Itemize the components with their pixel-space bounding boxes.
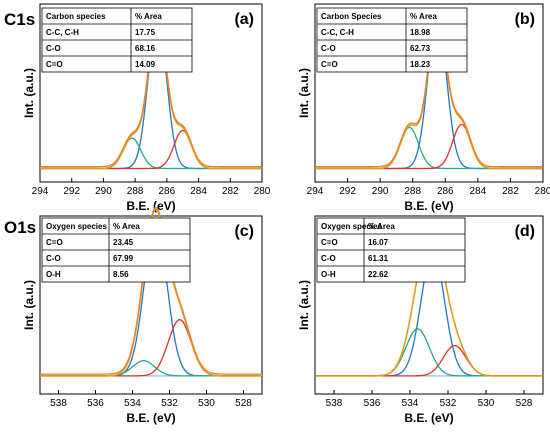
y-axis-label: Int. (a.u.) (22, 68, 36, 118)
table-cell-area: 23.45 (113, 238, 134, 247)
x-tick-label: 538 (326, 398, 343, 409)
x-tick-label: 532 (161, 398, 178, 409)
component-peak-c-o (315, 344, 543, 377)
table-header-species: Carbon Species (321, 12, 382, 21)
y-axis-label: Int. (a.u.) (297, 68, 311, 118)
x-axis-label: B.E. (eV) (404, 411, 453, 425)
x-tick-label: 530 (478, 398, 495, 409)
table-cell-species: C-O (46, 254, 61, 263)
table-cell-area: 14.09 (135, 60, 156, 69)
table-header-area: % Area (410, 12, 437, 21)
table-header-area: % Area (368, 222, 395, 231)
table-cell-species: O-H (46, 270, 61, 279)
table-cell-species: O-H (321, 270, 336, 279)
table-header-area: % Area (113, 222, 140, 231)
x-axis-label: B.E. (eV) (126, 411, 175, 425)
x-tick-label: 534 (124, 398, 141, 409)
table-header-area: % Area (135, 12, 162, 21)
panel-label: (a) (234, 11, 254, 28)
component-peak-c-o (315, 126, 543, 170)
component-peak-o-h (315, 328, 543, 377)
x-tick-label: 282 (222, 186, 239, 197)
x-axis-label: B.E. (eV) (404, 199, 453, 213)
x-tick-label: 294 (32, 186, 49, 197)
x-tick-label: 528 (235, 398, 252, 409)
species-table: Carbon species % Area C-C, C-H 17.75 C-O 68.1… (41, 7, 193, 73)
table-cell-species: C-O (321, 44, 336, 53)
table-cell-species: C=O (321, 60, 338, 69)
panel-label: (b) (515, 11, 535, 28)
component-peak-c-c-c-h (40, 129, 262, 170)
table-cell-area: 16.07 (368, 238, 389, 247)
component-peak-c-o (40, 137, 262, 170)
x-tick-label: 282 (502, 186, 519, 197)
table-cell-species: C-O (321, 254, 336, 263)
x-tick-label: 280 (535, 186, 550, 197)
x-tick-label: 288 (127, 186, 144, 197)
table-cell-area: 68.16 (135, 44, 156, 53)
y-axis-label: Int. (a.u.) (297, 280, 311, 330)
x-tick-label: 292 (339, 186, 356, 197)
table-cell-area: 67.99 (113, 254, 134, 263)
chart-panel-1: 294 292 290 288 286 284 282 280 B.E. (eV) Int. (a… (22, 3, 271, 213)
x-tick-label: 286 (159, 186, 176, 197)
table-cell-area: 17.75 (135, 28, 156, 37)
panel-label: (d) (515, 223, 535, 240)
x-tick-label: 288 (404, 186, 421, 197)
x-tick-label: 284 (190, 186, 207, 197)
table-cell-area: 18.23 (410, 60, 431, 69)
chart-panel-4: 538 536 534 532 530 528 B.E. (eV) Int. (a.u.) (d… (297, 215, 544, 425)
table-cell-species: C-C, C-H (46, 28, 79, 37)
x-tick-label: 534 (402, 398, 419, 409)
species-table: Oxygen species% Area C=O 16.07 C-O 61.31 O-H 2… (316, 217, 466, 283)
chart-panel-3: 538 536 534 532 530 528 B.E. (eV) Int. (a.u.) (c… (22, 206, 263, 425)
x-tick-label: 294 (307, 186, 324, 197)
table-cell-area: 61.31 (368, 254, 389, 263)
species-table: Oxygen species % Area C=O 23.45 C-O 67.99 O-H 8… (41, 217, 191, 283)
plot-frame (39, 3, 263, 183)
table-cell-species: C=O (46, 238, 63, 247)
table-cell-area: 22.62 (368, 270, 389, 279)
table-cell-species: C-C, C-H (321, 28, 354, 37)
row-label-c1s: C1s (4, 10, 36, 29)
y-axis-label: Int. (a.u.) (22, 280, 36, 330)
x-tick-label: 280 (254, 186, 271, 197)
table-cell-area: 8.56 (113, 270, 129, 279)
species-table: Carbon Species % Area C-C, C-H 18.98 C-O 62.7… (316, 7, 468, 73)
x-tick-label: 290 (95, 186, 112, 197)
x-tick-label: 538 (50, 398, 67, 409)
x-tick-label: 530 (198, 398, 215, 409)
x-axis-label: B.E. (eV) (126, 199, 175, 213)
table-header-species: Carbon species (46, 12, 106, 21)
x-tick-label: 532 (440, 398, 457, 409)
plot-frame (314, 215, 544, 395)
plot-frame (314, 3, 544, 183)
x-tick-label: 292 (63, 186, 80, 197)
table-cell-area: 62.73 (410, 44, 431, 53)
x-tick-label: 290 (372, 186, 389, 197)
table-header-species: Oxygen species (321, 222, 382, 231)
table-cell-species: C=O (321, 238, 338, 247)
x-tick-label: 286 (437, 186, 454, 197)
x-tick-label: 528 (516, 398, 533, 409)
x-tick-label: 536 (364, 398, 381, 409)
table-cell-species: C-O (46, 44, 61, 53)
table-header-species: Oxygen species (46, 222, 107, 231)
x-tick-label: 284 (470, 186, 487, 197)
panel-label: (c) (234, 223, 254, 240)
plot-frame (39, 215, 263, 395)
row-label-o1s: O1s (4, 218, 37, 237)
x-tick-label: 536 (87, 398, 104, 409)
component-peak-c-o (40, 319, 262, 377)
table-cell-species: C=O (46, 60, 63, 69)
chart-panel-2: 294 292 290 288 286 284 282 280 B.E. (eV) Int. (a… (297, 3, 550, 213)
component-peak-c-c-c-h (315, 123, 543, 170)
table-cell-area: 18.98 (410, 28, 431, 37)
